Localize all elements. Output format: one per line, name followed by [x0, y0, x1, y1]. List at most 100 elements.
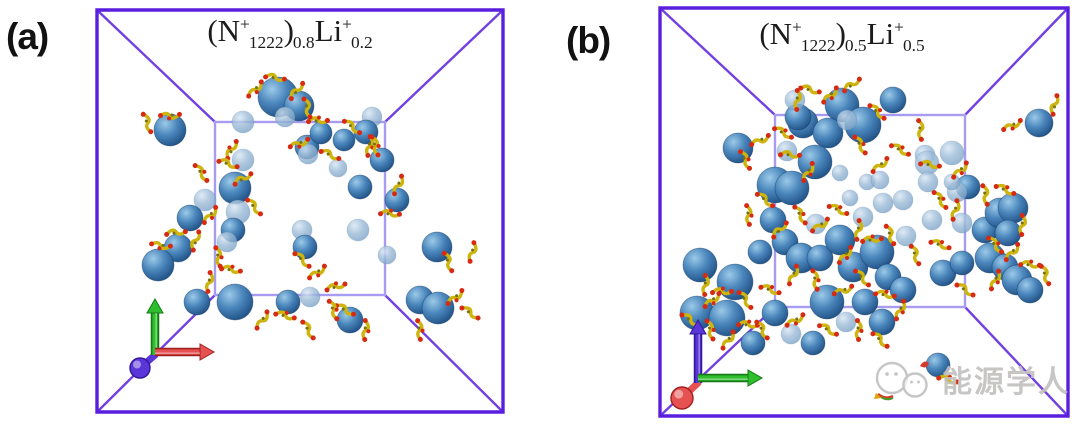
- title-a-n-index: 1222: [248, 33, 284, 53]
- anion-molecule: [993, 183, 1017, 196]
- cation-sphere: [740, 330, 766, 356]
- anion-molecule: [263, 72, 287, 83]
- cation-sphere: [949, 250, 975, 276]
- cation-sphere: [852, 206, 874, 228]
- cation-sphere: [231, 110, 255, 134]
- anion-molecule: [810, 268, 821, 292]
- anion-molecule: [254, 309, 270, 331]
- anion-molecule: [158, 111, 182, 121]
- axis-arrow-head: [199, 343, 216, 361]
- cation-sphere: [879, 86, 907, 114]
- cation-sphere: [917, 171, 939, 193]
- anion-molecule: [772, 126, 794, 140]
- anion-molecule: [307, 263, 327, 281]
- anion-molecule: [369, 134, 381, 158]
- anion-molecule: [836, 244, 854, 266]
- anion-molecule: [219, 264, 243, 275]
- cation-sphere: [141, 248, 175, 282]
- cation-sphere: [297, 143, 319, 165]
- cation-sphere: [328, 158, 348, 178]
- anion-molecule: [736, 319, 760, 329]
- cation-sphere: [275, 289, 301, 315]
- cation-sphere: [332, 128, 356, 152]
- cation-sphere: [841, 189, 859, 207]
- cation-sphere: [836, 109, 858, 131]
- cation-sphere: [859, 234, 895, 270]
- cation-sphere: [806, 244, 834, 272]
- title-a-li: Li: [314, 13, 343, 48]
- anion-molecule: [980, 183, 990, 207]
- cation-sphere: [716, 263, 754, 301]
- cation-sphere: [868, 308, 896, 336]
- anion-molecule: [324, 281, 348, 293]
- cation-sphere: [837, 251, 869, 283]
- anion-molecule: [720, 329, 736, 351]
- cation-sphere: [176, 204, 204, 232]
- cation-sphere: [780, 323, 802, 345]
- box-perspective-edge: [964, 306, 1069, 417]
- cation-sphere: [682, 247, 718, 283]
- anion-molecule: [467, 240, 478, 264]
- cation-sphere: [421, 291, 455, 325]
- anion-molecule: [737, 149, 753, 171]
- anion-molecule: [287, 136, 311, 150]
- title-a-fraction: 0.8: [292, 33, 315, 53]
- cation-sphere: [708, 299, 746, 337]
- simulation-box-a: [95, 8, 505, 414]
- title-a-li-fraction: 0.2: [350, 33, 373, 53]
- anion-molecule: [361, 318, 371, 342]
- anion-molecule: [392, 173, 405, 197]
- cation-sphere: [747, 239, 773, 265]
- watermark: 能源学人: [870, 353, 1070, 405]
- anion-molecule: [754, 319, 770, 341]
- anion-molecule: [190, 229, 202, 253]
- title-b-li-fraction: 0.5: [902, 36, 925, 56]
- anion-molecule: [192, 163, 210, 183]
- anion-molecule: [441, 250, 455, 274]
- anion-molecule: [787, 263, 800, 287]
- anion-molecule: [232, 171, 254, 187]
- anion-molecule: [989, 268, 1002, 292]
- anion-molecule: [749, 132, 771, 148]
- anion-molecule: [754, 191, 776, 209]
- title-b-n-index: 1222: [800, 36, 836, 56]
- anion-molecule: [916, 118, 925, 142]
- anion-molecule: [817, 323, 839, 337]
- anion-molecule: [213, 245, 224, 269]
- cation-sphere: [336, 306, 364, 334]
- anion-molecule: [951, 160, 969, 180]
- anion-molecule: [894, 298, 907, 322]
- anion-molecule: [826, 203, 850, 216]
- anion-molecule: [378, 208, 402, 218]
- cation-sphere: [921, 209, 943, 231]
- anion-molecule: [889, 143, 911, 157]
- title-a-close: ): [283, 13, 294, 48]
- anion-molecule: [710, 286, 734, 296]
- cation-sphere: [193, 188, 217, 212]
- cation-sphere: [299, 286, 321, 308]
- simulation-box-b: [658, 6, 1070, 418]
- cation-sphere: [939, 140, 965, 166]
- cation-sphere: [870, 170, 890, 190]
- anion-molecule: [1018, 213, 1028, 237]
- anion-molecule: [744, 203, 754, 227]
- box-perspective-edge: [964, 7, 1069, 116]
- anion-molecule: [288, 80, 306, 102]
- anion-molecule: [810, 216, 830, 234]
- panel-a-label: (a): [6, 16, 49, 57]
- anion-molecule: [860, 234, 884, 244]
- anion-molecule: [936, 374, 960, 385]
- anion-molecule: [164, 228, 188, 237]
- cation-sphere: [183, 288, 211, 316]
- anion-molecule: [216, 158, 240, 170]
- axis-arrow-head: [146, 297, 164, 314]
- anion-molecule: [801, 161, 815, 183]
- title-a-open: (N: [207, 13, 241, 48]
- cation-sphere: [835, 311, 857, 333]
- title-a-charge: +: [240, 14, 250, 34]
- cation-sphere: [384, 187, 410, 213]
- anion-molecule: [854, 318, 864, 342]
- anion-molecule: [870, 155, 890, 175]
- cation-sphere: [892, 189, 914, 211]
- box-perspective-edge: [384, 9, 504, 123]
